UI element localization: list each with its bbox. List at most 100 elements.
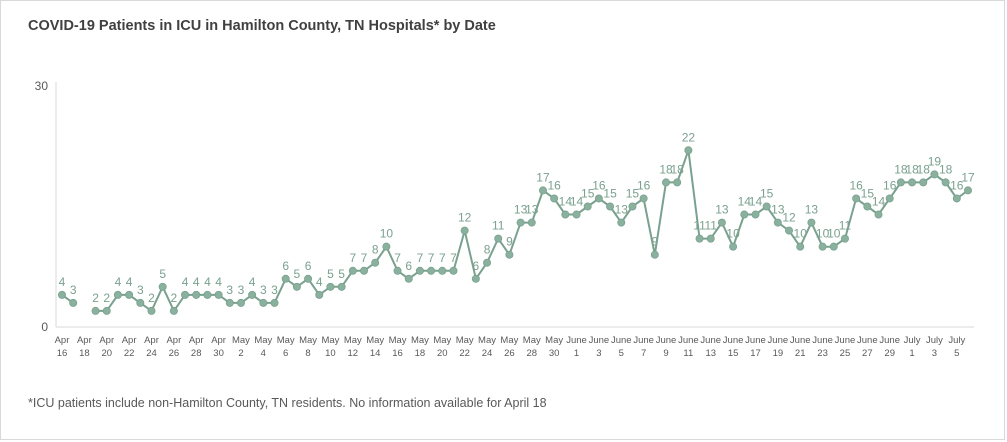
data-label: 3 <box>70 283 77 297</box>
data-point <box>941 178 950 187</box>
data-point <box>606 202 615 211</box>
x-tick-label: Apr <box>144 335 159 346</box>
data-label: 18 <box>939 162 953 176</box>
data-label: 15 <box>760 187 774 201</box>
data-point <box>181 290 190 299</box>
data-point <box>125 290 134 299</box>
x-tick-label: 9 <box>663 348 668 359</box>
data-label: 18 <box>671 162 685 176</box>
x-tick-label: 20 <box>101 348 112 359</box>
data-label: 4 <box>182 275 189 289</box>
data-label: 16 <box>883 178 897 192</box>
x-tick-label: June <box>835 335 856 346</box>
data-label: 7 <box>394 251 401 265</box>
data-label: 4 <box>126 275 133 289</box>
data-point <box>371 258 380 267</box>
data-point <box>348 266 357 275</box>
x-tick-label: May <box>523 335 541 346</box>
data-point <box>796 242 805 251</box>
x-tick-label: Apr <box>77 335 92 346</box>
data-label: 4 <box>215 275 222 289</box>
data-point <box>930 170 939 179</box>
data-label: 10 <box>380 227 394 241</box>
data-label: 19 <box>928 154 942 168</box>
data-label: 4 <box>204 275 211 289</box>
x-tick-label: 4 <box>261 348 266 359</box>
data-point <box>740 210 749 219</box>
x-tick-label: 24 <box>146 348 157 359</box>
data-label: 11 <box>705 219 718 233</box>
data-label: 11 <box>492 219 505 233</box>
data-label: 7 <box>439 251 446 265</box>
data-point <box>773 218 782 227</box>
data-point <box>717 218 726 227</box>
data-point <box>214 290 223 299</box>
data-point <box>415 266 424 275</box>
data-point <box>483 258 492 267</box>
data-point <box>315 290 324 299</box>
data-label: 2 <box>103 291 110 305</box>
data-point <box>561 210 570 219</box>
data-label: 4 <box>316 275 323 289</box>
x-tick-label: 27 <box>862 348 873 359</box>
data-point <box>852 194 861 203</box>
x-tick-label: May <box>389 335 407 346</box>
data-point <box>158 282 167 291</box>
x-tick-label: 30 <box>549 348 560 359</box>
data-label: 10 <box>726 227 740 241</box>
x-tick-label: 26 <box>504 348 515 359</box>
data-point <box>91 306 100 315</box>
data-label: 15 <box>581 187 595 201</box>
x-tick-label: June <box>611 335 632 346</box>
data-label: 4 <box>249 275 256 289</box>
x-tick-label: 12 <box>348 348 359 359</box>
data-label: 6 <box>282 259 289 273</box>
data-point <box>102 306 111 315</box>
chart-footnote: *ICU patients include non-Hamilton Count… <box>28 396 547 410</box>
y-tick-label: 30 <box>35 79 49 93</box>
data-point <box>673 178 682 187</box>
data-point <box>874 210 883 219</box>
axes: 0 30 <box>35 79 974 334</box>
x-tick-label: May <box>456 335 474 346</box>
data-label: 16 <box>950 178 964 192</box>
data-label: 14 <box>738 195 752 209</box>
data-point <box>650 250 659 259</box>
data-label: 4 <box>59 275 66 289</box>
data-point <box>438 266 447 275</box>
x-tick-label: May <box>478 335 496 346</box>
data-point <box>785 226 794 235</box>
data-point <box>840 234 849 243</box>
x-tick-label: June <box>723 335 744 346</box>
data-point <box>460 226 469 235</box>
data-point <box>538 186 547 195</box>
chart-title: COVID-19 Patients in ICU in Hamilton Cou… <box>28 18 496 34</box>
x-tick-label: June <box>745 335 766 346</box>
data-point <box>919 178 928 187</box>
x-tick-label: 10 <box>325 348 336 359</box>
data-label: 13 <box>771 203 785 217</box>
data-label: 5 <box>294 267 301 281</box>
x-tick-label: 3 <box>932 348 937 359</box>
data-label: 16 <box>637 178 651 192</box>
x-tick-label: July <box>904 335 921 346</box>
x-tick-label: June <box>566 335 587 346</box>
x-tick-label: May <box>321 335 339 346</box>
data-point <box>449 266 458 275</box>
x-tick-label: Apr <box>211 335 226 346</box>
x-tick-label: June <box>656 335 677 346</box>
x-tick-label: July <box>926 335 943 346</box>
data-point <box>69 298 78 307</box>
x-tick-label: 28 <box>191 348 202 359</box>
data-point <box>471 274 480 283</box>
x-tick-label: 28 <box>526 348 537 359</box>
x-tick-label: June <box>812 335 833 346</box>
data-point <box>516 218 525 227</box>
data-label: 15 <box>861 187 875 201</box>
data-label: 7 <box>450 251 457 265</box>
data-label: 18 <box>905 162 919 176</box>
x-tick-label: 20 <box>437 348 448 359</box>
data-point <box>494 234 503 243</box>
data-point <box>169 306 178 315</box>
data-label: 7 <box>349 251 356 265</box>
